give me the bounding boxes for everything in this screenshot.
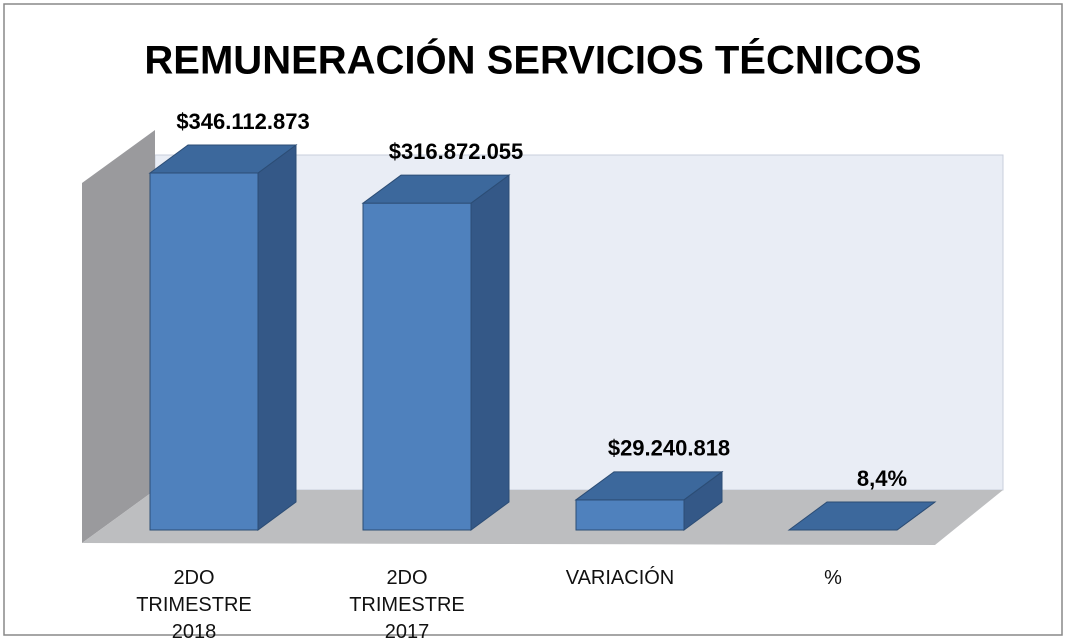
bar <box>574 470 724 531</box>
data-label: $346.112.873 <box>176 109 309 134</box>
x-tick-label: % <box>824 567 842 589</box>
bar <box>148 144 298 531</box>
x-tick-label: VARIACIÓN <box>565 567 675 589</box>
data-label: 8,4% <box>857 466 907 491</box>
side-wall <box>82 130 155 543</box>
data-label: $316.872.055 <box>389 139 524 164</box>
bar-side <box>257 144 297 531</box>
bar-top <box>361 174 511 204</box>
bar-top <box>574 471 724 501</box>
bar <box>787 501 937 531</box>
data-label: $29.240.818 <box>608 436 730 461</box>
bar-front <box>149 172 259 531</box>
x-tick-label: 2DO TRIMESTRE 2018 <box>136 567 252 639</box>
bar-front <box>362 202 472 531</box>
floor <box>82 490 1003 545</box>
bar-top <box>148 144 298 174</box>
bar <box>361 174 511 531</box>
bar-top <box>787 501 937 531</box>
bar-side <box>470 174 510 531</box>
x-tick-label: 2DO TRIMESTRE 2017 <box>349 567 465 639</box>
bar-front <box>575 499 685 531</box>
chart-title: REMUNERACIÓN SERVICIOS TÉCNICOS <box>144 37 921 83</box>
